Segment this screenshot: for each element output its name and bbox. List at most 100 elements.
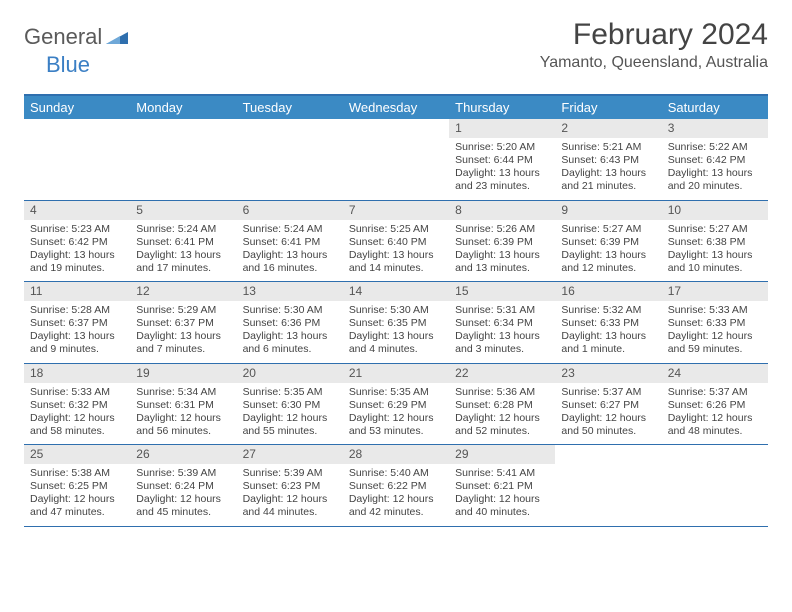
day-cell: 2Sunrise: 5:21 AMSunset: 6:43 PMDaylight…: [555, 119, 661, 200]
sunset-text: Sunset: 6:24 PM: [136, 480, 230, 493]
day-header: Wednesday: [343, 96, 449, 119]
day-number: 6: [237, 201, 343, 220]
daylight-text: Daylight: 12 hours and 56 minutes.: [136, 412, 230, 438]
day-number: 12: [130, 282, 236, 301]
daylight-text: Daylight: 12 hours and 58 minutes.: [30, 412, 124, 438]
day-body: Sunrise: 5:37 AMSunset: 6:26 PMDaylight:…: [662, 383, 768, 445]
day-body: Sunrise: 5:34 AMSunset: 6:31 PMDaylight:…: [130, 383, 236, 445]
logo-mark-icon: [106, 26, 128, 49]
week-row: 4Sunrise: 5:23 AMSunset: 6:42 PMDaylight…: [24, 201, 768, 283]
daylight-text: Daylight: 13 hours and 3 minutes.: [455, 330, 549, 356]
daylight-text: Daylight: 13 hours and 23 minutes.: [455, 167, 549, 193]
day-cell: 8Sunrise: 5:26 AMSunset: 6:39 PMDaylight…: [449, 201, 555, 282]
daylight-text: Daylight: 13 hours and 1 minute.: [561, 330, 655, 356]
day-body: Sunrise: 5:35 AMSunset: 6:30 PMDaylight:…: [237, 383, 343, 445]
sunrise-text: Sunrise: 5:37 AM: [561, 386, 655, 399]
day-cell: 19Sunrise: 5:34 AMSunset: 6:31 PMDayligh…: [130, 364, 236, 445]
daylight-text: Daylight: 13 hours and 13 minutes.: [455, 249, 549, 275]
daylight-text: Daylight: 12 hours and 55 minutes.: [243, 412, 337, 438]
day-cell: 12Sunrise: 5:29 AMSunset: 6:37 PMDayligh…: [130, 282, 236, 363]
logo: General: [24, 18, 130, 50]
day-number: [24, 119, 130, 138]
day-header: Friday: [555, 96, 661, 119]
day-body: Sunrise: 5:32 AMSunset: 6:33 PMDaylight:…: [555, 301, 661, 363]
day-number: 13: [237, 282, 343, 301]
day-body: [555, 464, 661, 473]
day-body: Sunrise: 5:21 AMSunset: 6:43 PMDaylight:…: [555, 138, 661, 200]
sunrise-text: Sunrise: 5:30 AM: [243, 304, 337, 317]
logo-text-general: General: [24, 24, 102, 50]
day-body: [130, 138, 236, 147]
sunrise-text: Sunrise: 5:26 AM: [455, 223, 549, 236]
sunset-text: Sunset: 6:43 PM: [561, 154, 655, 167]
daylight-text: Daylight: 12 hours and 40 minutes.: [455, 493, 549, 519]
sunrise-text: Sunrise: 5:24 AM: [243, 223, 337, 236]
day-cell: 21Sunrise: 5:35 AMSunset: 6:29 PMDayligh…: [343, 364, 449, 445]
daylight-text: Daylight: 12 hours and 50 minutes.: [561, 412, 655, 438]
day-body: Sunrise: 5:35 AMSunset: 6:29 PMDaylight:…: [343, 383, 449, 445]
day-number: [343, 119, 449, 138]
sunset-text: Sunset: 6:30 PM: [243, 399, 337, 412]
sunset-text: Sunset: 6:22 PM: [349, 480, 443, 493]
day-number: 23: [555, 364, 661, 383]
day-cell: [24, 119, 130, 200]
day-body: Sunrise: 5:39 AMSunset: 6:24 PMDaylight:…: [130, 464, 236, 526]
day-cell: 18Sunrise: 5:33 AMSunset: 6:32 PMDayligh…: [24, 364, 130, 445]
sunset-text: Sunset: 6:21 PM: [455, 480, 549, 493]
daylight-text: Daylight: 13 hours and 12 minutes.: [561, 249, 655, 275]
day-cell: [343, 119, 449, 200]
calendar: Sunday Monday Tuesday Wednesday Thursday…: [24, 94, 768, 527]
sunrise-text: Sunrise: 5:37 AM: [668, 386, 762, 399]
week-row: 18Sunrise: 5:33 AMSunset: 6:32 PMDayligh…: [24, 364, 768, 446]
day-number: [130, 119, 236, 138]
daylight-text: Daylight: 13 hours and 20 minutes.: [668, 167, 762, 193]
sunset-text: Sunset: 6:23 PM: [243, 480, 337, 493]
day-cell: 9Sunrise: 5:27 AMSunset: 6:39 PMDaylight…: [555, 201, 661, 282]
sunset-text: Sunset: 6:44 PM: [455, 154, 549, 167]
daylight-text: Daylight: 12 hours and 47 minutes.: [30, 493, 124, 519]
sunset-text: Sunset: 6:37 PM: [136, 317, 230, 330]
day-cell: 27Sunrise: 5:39 AMSunset: 6:23 PMDayligh…: [237, 445, 343, 526]
week-row: 11Sunrise: 5:28 AMSunset: 6:37 PMDayligh…: [24, 282, 768, 364]
sunrise-text: Sunrise: 5:38 AM: [30, 467, 124, 480]
day-body: Sunrise: 5:29 AMSunset: 6:37 PMDaylight:…: [130, 301, 236, 363]
sunset-text: Sunset: 6:33 PM: [561, 317, 655, 330]
day-body: Sunrise: 5:20 AMSunset: 6:44 PMDaylight:…: [449, 138, 555, 200]
day-number: 3: [662, 119, 768, 138]
day-body: Sunrise: 5:23 AMSunset: 6:42 PMDaylight:…: [24, 220, 130, 282]
sunset-text: Sunset: 6:27 PM: [561, 399, 655, 412]
daylight-text: Daylight: 13 hours and 14 minutes.: [349, 249, 443, 275]
day-number: 11: [24, 282, 130, 301]
sunset-text: Sunset: 6:26 PM: [668, 399, 762, 412]
day-cell: 6Sunrise: 5:24 AMSunset: 6:41 PMDaylight…: [237, 201, 343, 282]
day-number: 16: [555, 282, 661, 301]
day-number: 28: [343, 445, 449, 464]
daylight-text: Daylight: 13 hours and 7 minutes.: [136, 330, 230, 356]
sunrise-text: Sunrise: 5:27 AM: [561, 223, 655, 236]
day-cell: 17Sunrise: 5:33 AMSunset: 6:33 PMDayligh…: [662, 282, 768, 363]
day-body: Sunrise: 5:22 AMSunset: 6:42 PMDaylight:…: [662, 138, 768, 200]
day-cell: 16Sunrise: 5:32 AMSunset: 6:33 PMDayligh…: [555, 282, 661, 363]
day-number: 9: [555, 201, 661, 220]
day-body: Sunrise: 5:28 AMSunset: 6:37 PMDaylight:…: [24, 301, 130, 363]
day-cell: 13Sunrise: 5:30 AMSunset: 6:36 PMDayligh…: [237, 282, 343, 363]
week-row: 1Sunrise: 5:20 AMSunset: 6:44 PMDaylight…: [24, 119, 768, 201]
sunset-text: Sunset: 6:35 PM: [349, 317, 443, 330]
sunrise-text: Sunrise: 5:36 AM: [455, 386, 549, 399]
sunset-text: Sunset: 6:33 PM: [668, 317, 762, 330]
day-cell: 28Sunrise: 5:40 AMSunset: 6:22 PMDayligh…: [343, 445, 449, 526]
day-number: 27: [237, 445, 343, 464]
day-body: Sunrise: 5:24 AMSunset: 6:41 PMDaylight:…: [237, 220, 343, 282]
day-number: 2: [555, 119, 661, 138]
daylight-text: Daylight: 13 hours and 19 minutes.: [30, 249, 124, 275]
day-cell: 22Sunrise: 5:36 AMSunset: 6:28 PMDayligh…: [449, 364, 555, 445]
sunset-text: Sunset: 6:25 PM: [30, 480, 124, 493]
day-cell: [237, 119, 343, 200]
day-number: 29: [449, 445, 555, 464]
day-cell: 5Sunrise: 5:24 AMSunset: 6:41 PMDaylight…: [130, 201, 236, 282]
day-body: Sunrise: 5:33 AMSunset: 6:33 PMDaylight:…: [662, 301, 768, 363]
day-number: 17: [662, 282, 768, 301]
sunrise-text: Sunrise: 5:21 AM: [561, 141, 655, 154]
sunset-text: Sunset: 6:29 PM: [349, 399, 443, 412]
day-body: Sunrise: 5:25 AMSunset: 6:40 PMDaylight:…: [343, 220, 449, 282]
